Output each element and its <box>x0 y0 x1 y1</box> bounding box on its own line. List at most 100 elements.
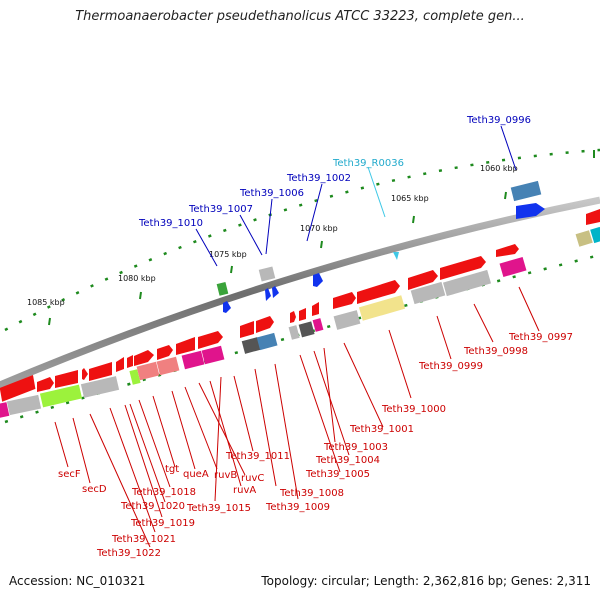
gene-label-teth39-1010: Teth39_1010 <box>138 218 203 229</box>
gene-label-secd: secD <box>82 484 107 495</box>
gene-arrow <box>176 337 195 355</box>
gene-arrow <box>290 311 296 323</box>
forward-strand-genes <box>0 209 600 402</box>
gene-box <box>129 369 141 385</box>
gene-box <box>358 295 406 321</box>
gene-box <box>216 281 229 296</box>
kbp-label-1085: 1085 kbp <box>27 298 65 307</box>
gene-arrow <box>333 292 356 309</box>
gene-label-quea: queA <box>183 469 209 480</box>
gene-arrow <box>408 270 438 290</box>
genome-backbone <box>0 196 600 389</box>
gene-label-teth39-1001: Teth39_1001 <box>349 424 414 435</box>
gene-arrow <box>357 280 400 304</box>
gene-label-teth39-1015: Teth39_1015 <box>186 503 251 514</box>
rna-gene-arrow <box>393 252 399 260</box>
gene-box <box>136 361 160 381</box>
gene-arrow <box>256 316 274 333</box>
gene-box <box>258 266 276 282</box>
gene-arrow <box>265 288 271 301</box>
gene-label-teth39-1000: Teth39_1000 <box>381 404 446 415</box>
gene-arrow <box>134 350 154 366</box>
gene-label-teth39-1009: Teth39_1009 <box>265 502 330 513</box>
gene-label-teth39-1011: Teth39_1011 <box>225 451 290 462</box>
gene-arrow <box>127 355 133 368</box>
rna-leader-line <box>367 166 386 218</box>
gene-label-ruvb: ruvB <box>214 470 237 481</box>
gene-label-teth39-1008: Teth39_1008 <box>279 488 344 499</box>
gene-arrow <box>240 321 254 338</box>
gene-label-tgt: tgt <box>165 464 179 475</box>
gene-box <box>256 332 278 351</box>
gene-box <box>39 384 83 408</box>
gene-label-teth39-1006: Teth39_1006 <box>239 188 304 199</box>
gene-box <box>241 337 261 354</box>
gene-label-teth39-1022: Teth39_1022 <box>96 548 161 559</box>
gene-arrow <box>496 244 519 257</box>
gene-box <box>156 356 180 376</box>
gene-label-teth39-0996: Teth39_0996 <box>466 115 531 126</box>
gene-label-teth39-1003: Teth39_1003 <box>323 442 388 453</box>
gene-label-teth39-1007: Teth39_1007 <box>188 204 253 215</box>
gene-arrow <box>116 357 124 372</box>
gene-label-teth39-1018: Teth39_1018 <box>131 487 196 498</box>
gene-arrow <box>89 362 112 381</box>
gene-label-teth39-0999: Teth39_0999 <box>418 361 483 372</box>
reverse-strand-genes <box>223 203 545 313</box>
kbp-ruler <box>4 148 600 332</box>
gene-label-teth39-1020: Teth39_1020 <box>120 501 185 512</box>
gene-arrow <box>157 345 173 360</box>
gene-arrow <box>223 301 231 313</box>
gene-label-teth39-r0036: Teth39_R0036 <box>332 158 404 169</box>
kbp-label-1070: 1070 kbp <box>300 224 338 233</box>
topology-text: Topology: circular; Length: 2,362,816 bp… <box>261 574 591 588</box>
gene-box <box>181 350 205 370</box>
gene-label-teth39-0997: Teth39_0997 <box>508 332 573 343</box>
gene-arrow <box>440 256 486 280</box>
gene-arrow <box>55 370 78 388</box>
gene-box <box>201 345 225 365</box>
gene-box <box>80 376 120 398</box>
gene-label-teth39-0998: Teth39_0998 <box>463 346 528 357</box>
gene-label-ruvc: ruvC <box>241 473 264 484</box>
accession-text: Accession: NC_010321 <box>9 574 146 588</box>
gene-arrow <box>312 302 319 316</box>
gene-label-teth39-1019: Teth39_1019 <box>130 518 195 529</box>
lower-leader-lines <box>54 286 540 548</box>
gene-box <box>575 230 593 247</box>
gene-label-secf: secF <box>58 469 81 480</box>
gene-box <box>312 318 324 332</box>
gene-box <box>499 256 527 278</box>
gene-box <box>288 325 300 340</box>
gene-label-teth39-1005: Teth39_1005 <box>305 469 370 480</box>
kbp-label-1080: 1080 kbp <box>118 274 156 283</box>
category-track <box>0 180 600 418</box>
gene-box <box>510 180 542 202</box>
gene-box <box>298 321 315 338</box>
gene-arrow <box>272 286 279 298</box>
gene-box <box>6 394 42 416</box>
upper-leader-lines <box>195 125 517 267</box>
gene-arrow <box>313 273 323 287</box>
gene-arrow <box>198 331 223 349</box>
gene-arrow <box>82 368 88 380</box>
kbp-major-ticks <box>48 150 595 326</box>
map-title: Thermoanaerobacter pseudethanolicus ATCC… <box>75 9 525 24</box>
gene-label-teth39-1021: Teth39_1021 <box>111 534 176 545</box>
gene-box <box>590 226 600 244</box>
gene-label-ruva: ruvA <box>233 485 256 496</box>
gene-label-teth39-1004: Teth39_1004 <box>315 455 380 466</box>
kbp-label-1060: 1060 kbp <box>480 164 518 173</box>
gene-box <box>442 269 492 297</box>
gene-arrow <box>37 377 54 392</box>
kbp-label-1075: 1075 kbp <box>209 250 247 259</box>
gene-box <box>333 310 361 330</box>
gene-arrow <box>586 209 600 225</box>
gene-arrow <box>299 308 306 321</box>
kbp-label-1065: 1065 kbp <box>391 194 429 203</box>
gene-arrow <box>0 375 36 402</box>
gene-box <box>410 281 446 305</box>
gene-arrow <box>516 203 545 219</box>
gene-box <box>0 402 10 418</box>
